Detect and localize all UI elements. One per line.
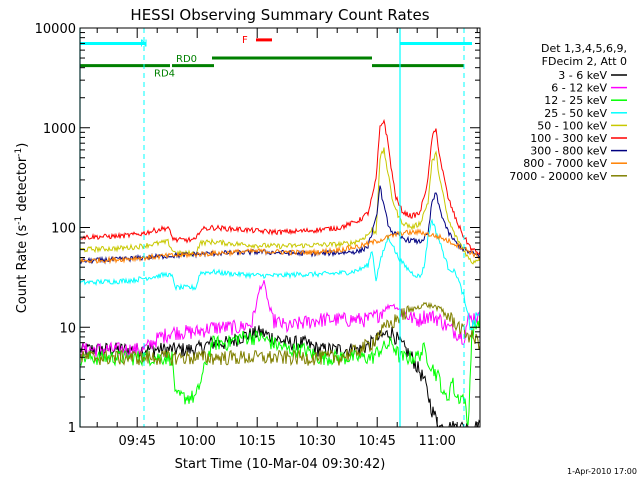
x-tick-label-2: 10:15 [238,434,275,449]
x-tick-label-1: 10:00 [178,434,215,449]
y-axis-label-part-1: Count Rate (s [15,225,30,314]
chart-title: HESSI Observing Summary Count Rates [130,6,429,24]
y-tick-label-3: 1000 [43,122,76,137]
y-axis-label-part-2: detector [15,156,30,216]
x-tick-label-4: 10:45 [358,434,395,449]
flag-label-n: N [140,38,147,49]
series-line-100-300-kev [80,118,480,255]
flag-label-rd0: RD0 [176,54,197,65]
series-line-50-100-kev [80,147,480,265]
legend-label-100-300-kev: 100 - 300 keV [530,132,607,145]
series-line-25-50-kev [80,218,480,333]
y-tick-label-0: 1 [68,421,76,436]
footer-timestamp: 1-Apr-2010 17:00 [567,467,637,476]
legend-label-7000-20000-kev: 7000 - 20000 keV [509,170,607,183]
x-tick-label-0: 09:45 [118,434,155,449]
x-axis-label: Start Time (10-Mar-04 09:30:42) [175,457,386,472]
y-tick-label-1: 10 [59,321,76,336]
y-axis-label-sup-2: -1 [14,148,24,157]
y-axis-label: Count Rate (s-1 detector-1) [14,143,30,314]
flag-label-f: F [242,35,248,46]
y-tick-label-4: 10000 [35,22,76,37]
plot-axes: 1 10 100 1000 10000 09:45 10:00 10:15 10:30 10:45… [35,22,480,449]
y-axis-label-sup-1: -1 [14,216,24,225]
plot-series [80,118,480,427]
y-axis-label-part-3: ) [15,143,30,148]
legend-label-300-800-kev: 300 - 800 keV [530,145,607,158]
series-line-6-12-kev [80,280,480,358]
legend-header-1: FDecim 2, Att 0 [542,55,627,68]
legend-label-50-100-kev: 50 - 100 keV [537,119,607,132]
flag-label-rd4: RD4 [154,69,175,80]
legend-label-6-12-kev: 6 - 12 keV [551,82,607,95]
legend-label-800-7000-kev: 800 - 7000 keV [523,157,607,170]
legend-label-12-25-kev: 12 - 25 keV [544,94,607,107]
y-tick-label-2: 100 [51,222,76,237]
x-tick-label-3: 10:30 [298,434,335,449]
series-line-800-7000-kev [80,227,480,265]
series-line-7000-20000-kev [80,301,480,367]
x-tick-label-5: 11:00 [418,434,455,449]
legend-header-0: Det 1,3,4,5,6,9, [541,42,627,55]
legend: Det 1,3,4,5,6,9,FDecim 2, Att 03 - 6 keV… [509,42,627,183]
legend-label-25-50-kev: 25 - 50 keV [544,107,607,120]
legend-label-3-6-kev: 3 - 6 keV [558,69,607,82]
